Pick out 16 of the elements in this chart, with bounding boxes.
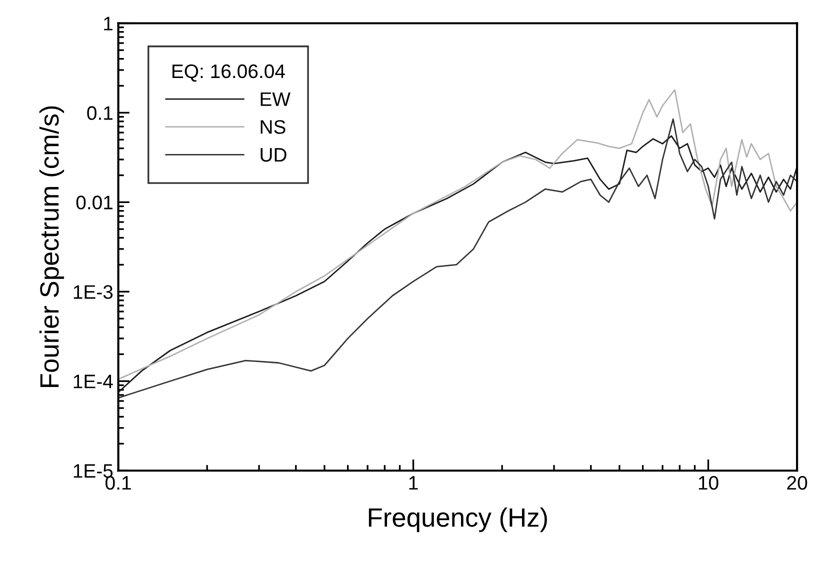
x-tick-label: 1 xyxy=(409,476,418,490)
legend-label: UD xyxy=(260,148,286,162)
x-axis-title: Frequency (Hz) xyxy=(368,507,547,532)
y-tick-label: 1 xyxy=(104,16,112,30)
legend-label: EW xyxy=(260,92,290,106)
y-tick-label: 1E-5 xyxy=(74,464,113,478)
y-tick-label: 1E-3 xyxy=(74,285,113,299)
y-tick-label: 0.1 xyxy=(87,106,112,120)
legend-label: NS xyxy=(260,120,286,134)
x-tick-label: 20 xyxy=(787,476,808,490)
x-tick-label: 10 xyxy=(698,476,718,490)
legend-title: EQ: 16.06.04 xyxy=(172,64,285,82)
y-tick-label: 0.01 xyxy=(76,196,112,210)
y-tick-label: 1E-4 xyxy=(74,374,113,388)
x-tick-label: 0.1 xyxy=(106,476,131,490)
y-axis-title: Fourier Spectrum (cm/s) xyxy=(39,106,64,387)
